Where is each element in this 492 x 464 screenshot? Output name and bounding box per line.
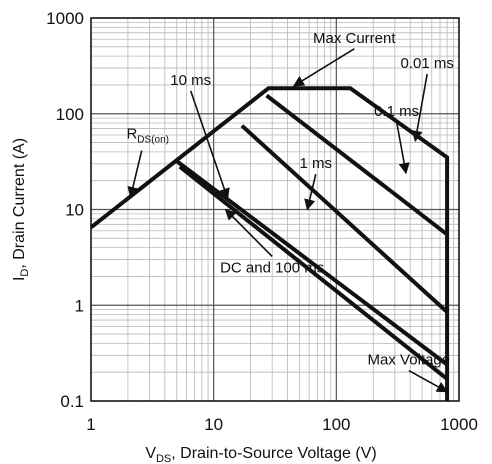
y-tick-label: 10: [65, 201, 84, 220]
annotation-arrow: [224, 208, 273, 258]
annotation-label: Max Voltage: [368, 352, 451, 369]
x-tick-label: 100: [322, 415, 350, 434]
annotation-arrow: [189, 90, 230, 200]
annotation-arrow: [304, 174, 317, 211]
axis-labels: VDS, Drain-to-Source Voltage (V) ID, Drai…: [11, 138, 377, 464]
annotation-label: 0.01 ms: [400, 55, 453, 72]
rds-on-arrow: [127, 150, 143, 199]
series-line-4: [178, 165, 449, 381]
series-layer: [89, 86, 450, 401]
annotation-label: DC and 100 ms: [220, 259, 324, 276]
annotation-label: 10 ms: [170, 72, 211, 89]
annotation-arrow: [395, 121, 410, 175]
x-tick-label: 1000: [440, 415, 478, 434]
y-axis-label: ID, Drain Current (A): [11, 138, 31, 281]
series-line-1: [265, 93, 449, 236]
annotation-arrow: [292, 48, 355, 87]
annotation-label: 1 ms: [300, 155, 333, 172]
x-tick-label: 10: [204, 415, 223, 434]
plot-frame: [90, 17, 460, 402]
annotation-label: Max Current: [313, 30, 396, 47]
annotation-label: 0.1 ms: [374, 103, 419, 120]
rds-on-label: RDS(on): [126, 126, 169, 146]
annotation-arrow: [411, 73, 428, 143]
series-line-0: [89, 86, 450, 401]
x-tick-label: 1: [86, 415, 95, 434]
series-line-2: [240, 124, 449, 314]
x-axis-label: VDS, Drain-to-Source Voltage (V): [145, 445, 376, 464]
y-tick-label: 0.1: [60, 392, 84, 411]
y-tick-label: 1000: [46, 9, 84, 28]
y-tick-label: 1: [75, 296, 84, 315]
annotation-arrow: [408, 369, 449, 393]
y-tick-label: 100: [56, 105, 84, 124]
